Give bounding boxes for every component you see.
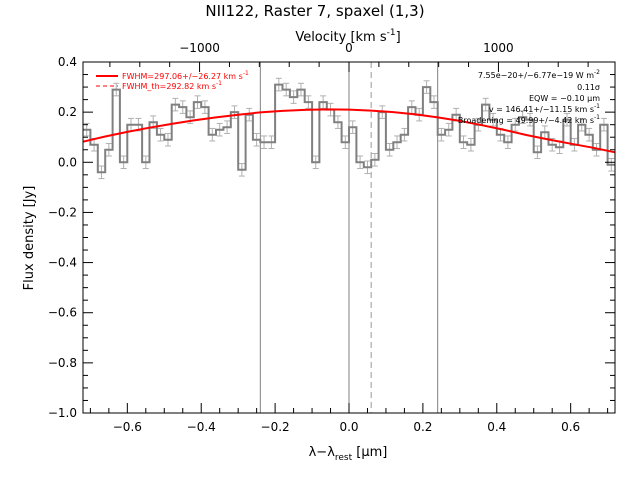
y-tick-label: 0.0 bbox=[58, 155, 77, 169]
y-tick-label: 0.2 bbox=[58, 105, 77, 119]
chart-title: NII122, Raster 7, spaxel (1,3) bbox=[205, 2, 424, 20]
x-tick-label: 0.2 bbox=[413, 420, 432, 434]
y-tick-label: −0.4 bbox=[48, 256, 77, 270]
y-tick-label: −0.2 bbox=[48, 205, 77, 219]
annotation-line-eqw: EQW = −0.10 μm bbox=[529, 94, 600, 103]
x-tick-label: 0.6 bbox=[561, 420, 580, 434]
histogram-steps bbox=[83, 83, 615, 174]
flux-histogram bbox=[83, 83, 615, 174]
y-tick-label: −0.6 bbox=[48, 306, 77, 320]
y-tick-label: 0.4 bbox=[58, 55, 77, 69]
x-tick-label: 0.0 bbox=[339, 420, 358, 434]
plot-axes: −0.6 −0.4 −0.2 0.0 0.2 0.4 0.6 −1.0 −0.8 −0.6 −0.4… bbox=[48, 41, 616, 434]
x-axis-label: λ−λrest [μm] bbox=[309, 445, 388, 463]
top-tick-label: 0 bbox=[345, 41, 353, 55]
annotation-line-broadening: Broadening = 49.99+/−4.42 km s-1 bbox=[458, 114, 600, 125]
annotation-line-velocity: v = 146.41+/−11.15 km s-1 bbox=[489, 103, 600, 114]
fit-annotations: 7.55e−20+/−6.77e−19 W m-2 0.11σ EQW = −0… bbox=[458, 69, 600, 125]
y-axis-label: Flux density [Jy] bbox=[22, 186, 37, 291]
y-tick-label: −1.0 bbox=[48, 406, 77, 420]
top-axis-label: Velocity [km s-1] bbox=[295, 28, 400, 45]
x-tick-label: −0.2 bbox=[261, 420, 290, 434]
annotation-line-sigma: 0.11σ bbox=[577, 83, 600, 92]
gaussian-fit bbox=[82, 108, 616, 154]
y-tick-label: −0.8 bbox=[48, 356, 77, 370]
x-tick-label: −0.6 bbox=[113, 420, 142, 434]
fit-curve bbox=[82, 108, 616, 154]
top-tick-label: −1000 bbox=[179, 41, 220, 55]
legend-label-thermal: FWHM_th=292.82 km s-1 bbox=[122, 80, 222, 91]
legend-label-fit: FWHM=297.06+/−26.27 km s-1 bbox=[122, 70, 249, 81]
legend: FWHM=297.06+/−26.27 km s-1 FWHM_th=292.8… bbox=[96, 70, 249, 91]
x-tick-label: −0.4 bbox=[187, 420, 216, 434]
x-tick-label: 0.4 bbox=[487, 420, 506, 434]
annotation-line-flux: 7.55e−20+/−6.77e−19 W m-2 bbox=[478, 69, 600, 80]
top-tick-label: 1000 bbox=[483, 41, 514, 55]
